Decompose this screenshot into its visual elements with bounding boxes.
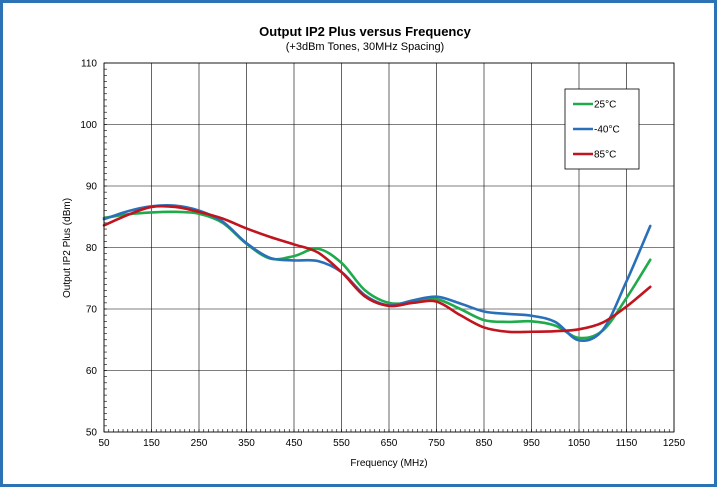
plot-area-border: [103, 62, 675, 433]
y-tick-label: 100: [80, 120, 97, 131]
y-tick-label: 110: [81, 59, 97, 70]
x-tick-label: 1050: [568, 438, 591, 449]
x-tick-label: 750: [428, 438, 445, 449]
x-tick-label: 150: [143, 438, 160, 449]
x-axis-label: Frequency (MHz): [350, 458, 427, 469]
x-tick-label: 950: [523, 438, 540, 449]
y-tick-label: 50: [86, 428, 98, 439]
series-line--40c: [102, 204, 652, 342]
y-tick-label: 60: [86, 366, 98, 377]
x-tick-label: 50: [98, 438, 110, 449]
chart-title: Output IP2 Plus versus Frequency: [259, 24, 471, 39]
series-line-85c: [102, 204, 652, 334]
x-tick-label: 1150: [616, 438, 638, 449]
legend-label: 85°C: [594, 150, 616, 161]
legend-label: 25°C: [594, 100, 616, 111]
chart-subtitle: (+3dBm Tones, 30MHz Spacing): [286, 41, 444, 53]
x-tick-label: 250: [191, 438, 208, 449]
x-tick-label: 350: [238, 438, 255, 449]
x-tick-label: 550: [333, 438, 350, 449]
y-tick-label: 90: [86, 182, 98, 193]
ticks: 50 150 250 350 450 550 650 750 850 950 1050 1150 125…: [80, 59, 685, 450]
x-tick-label: 650: [381, 438, 398, 449]
series-layer: [102, 204, 652, 342]
y-tick-label: 80: [86, 243, 98, 254]
series-line-25c: [102, 210, 652, 340]
y-tick-label: 70: [86, 305, 98, 316]
legend: 25°C -40°C 85°C: [564, 88, 640, 170]
x-tick-label: 850: [476, 438, 493, 449]
x-tick-label: 450: [286, 438, 303, 449]
legend-label: -40°C: [594, 125, 620, 136]
x-tick-label: 1250: [663, 438, 686, 449]
y-axis-label: Output IP2 Plus (dBm): [62, 198, 73, 298]
